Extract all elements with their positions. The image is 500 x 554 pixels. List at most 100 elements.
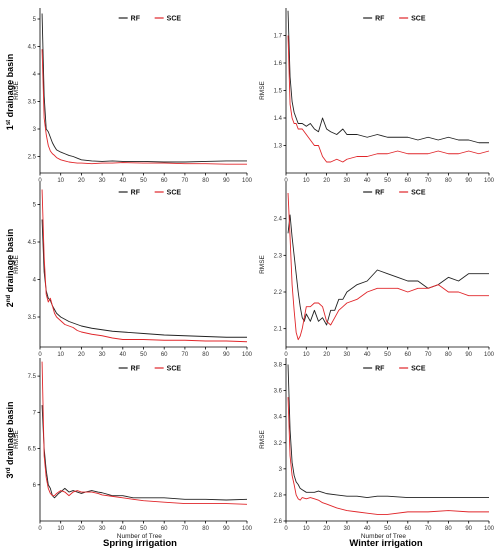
x-tick-label: 0 bbox=[284, 526, 288, 532]
x-tick-label: 10 bbox=[303, 526, 310, 532]
x-tick-label: 40 bbox=[119, 178, 126, 184]
y-axis-label: RMSE bbox=[13, 429, 20, 448]
row-label-basin-3: 3rd drainage basin bbox=[5, 401, 15, 478]
series-line-sce bbox=[287, 35, 490, 163]
x-tick-label: 60 bbox=[404, 526, 411, 532]
legend-label-rf: RF bbox=[375, 190, 385, 197]
legend-label-sce: SCE bbox=[167, 190, 182, 197]
x-tick-label: 20 bbox=[78, 526, 85, 532]
x-tick-label: 50 bbox=[140, 352, 147, 358]
chart-basin3-winter: 0 10 20 30 40 50 60 70 80 90 100 2.6 2.8 3 3.2 3.4 3.6 3.… bbox=[259, 358, 495, 540]
x-tick-label: 60 bbox=[161, 178, 168, 184]
legend-label-sce: SCE bbox=[411, 190, 426, 197]
x-tick-label: 10 bbox=[57, 526, 64, 532]
x-tick-label: 0 bbox=[284, 178, 288, 184]
chart-basin1-winter: 0 10 20 30 40 50 60 70 80 90 100 1.3 1.4 1.5 1.6 1.7 RMS… bbox=[259, 8, 495, 184]
legend-label-sce: SCE bbox=[167, 366, 182, 373]
series-line-sce bbox=[287, 192, 489, 341]
y-tick-label: 2.1 bbox=[274, 327, 283, 333]
x-tick-label: 0 bbox=[38, 352, 42, 358]
x-tick-label: 100 bbox=[242, 352, 253, 358]
series-line-rf bbox=[41, 405, 248, 501]
x-tick-label: 40 bbox=[364, 526, 371, 532]
series-line-sce bbox=[41, 361, 248, 505]
x-axis-label: Number of Tree bbox=[361, 533, 407, 540]
y-tick-label: 1.7 bbox=[274, 34, 283, 40]
x-tick-label: 100 bbox=[484, 352, 495, 358]
y-tick-label: 1.6 bbox=[274, 61, 283, 67]
x-tick-label: 70 bbox=[182, 526, 189, 532]
row-label-basin-1: 1st drainage basin bbox=[5, 54, 15, 130]
x-tick-label: 100 bbox=[242, 526, 253, 532]
series-line-rf bbox=[287, 364, 489, 498]
x-tick-label: 70 bbox=[425, 526, 432, 532]
series-line-rf bbox=[41, 219, 247, 338]
legend-label-sce: SCE bbox=[411, 16, 426, 23]
x-tick-label: 60 bbox=[161, 526, 168, 532]
legend-label-rf: RF bbox=[131, 16, 141, 23]
x-tick-label: 0 bbox=[284, 352, 288, 358]
x-tick-label: 30 bbox=[99, 352, 106, 358]
x-tick-label: 100 bbox=[242, 178, 253, 184]
column-label-spring: Spring irrigation bbox=[103, 538, 177, 549]
x-tick-label: 20 bbox=[323, 526, 330, 532]
y-tick-label: 2.5 bbox=[28, 155, 37, 161]
x-tick-label: 50 bbox=[384, 526, 391, 532]
x-tick-label: 60 bbox=[404, 178, 411, 184]
x-tick-label: 20 bbox=[323, 352, 330, 358]
y-tick-label: 6 bbox=[33, 483, 37, 489]
panel-grid: 0 10 20 30 40 50 60 70 80 90 1002.533.544.55RMSERF… bbox=[13, 8, 495, 540]
y-tick-label: 5 bbox=[33, 203, 37, 209]
y-tick-label: 7.5 bbox=[28, 374, 37, 380]
y-tick-label: 2.8 bbox=[274, 493, 283, 499]
x-tick-label: 90 bbox=[465, 178, 472, 184]
y-tick-label: 2.3 bbox=[274, 253, 283, 259]
y-tick-label: 3.6 bbox=[274, 389, 283, 395]
y-axis-label: RMSE bbox=[259, 80, 266, 99]
series-line-rf bbox=[287, 10, 489, 144]
x-tick-label: 90 bbox=[223, 352, 230, 358]
y-tick-label: 4 bbox=[33, 278, 37, 284]
x-tick-label: 80 bbox=[202, 352, 209, 358]
x-tick-label: 20 bbox=[78, 178, 85, 184]
x-tick-label: 20 bbox=[78, 352, 85, 358]
column-label-winter: Winter irrigation bbox=[349, 538, 422, 549]
y-tick-label: 1.4 bbox=[274, 116, 283, 122]
x-tick-label: 100 bbox=[484, 178, 495, 184]
y-tick-label: 5 bbox=[33, 17, 37, 23]
y-tick-label: 7 bbox=[33, 410, 37, 416]
y-tick-label: 3.5 bbox=[28, 315, 37, 321]
series-line-sce bbox=[287, 397, 489, 515]
y-tick-label: 2.2 bbox=[274, 290, 283, 296]
series-line-rf bbox=[41, 13, 247, 163]
x-tick-label: 50 bbox=[140, 526, 147, 532]
x-tick-label: 70 bbox=[182, 352, 189, 358]
chart-basin2-spring: 0 10 20 30 40 50 60 70 80 90 100 3.5 4 4.5 5 RMSE RF SCE bbox=[13, 182, 253, 358]
y-tick-label: 4.5 bbox=[28, 45, 37, 51]
y-tick-label: 3.4 bbox=[274, 415, 283, 421]
x-tick-label: 0 bbox=[38, 178, 42, 184]
x-tick-label: 40 bbox=[119, 526, 126, 532]
y-tick-label: 3 bbox=[33, 127, 37, 133]
x-tick-label: 10 bbox=[57, 178, 64, 184]
series-line-rf bbox=[287, 214, 489, 326]
y-tick-label: 4 bbox=[33, 72, 37, 78]
y-tick-label: 6.5 bbox=[28, 447, 37, 453]
legend-label-rf: RF bbox=[131, 190, 141, 197]
y-tick-label: 2.4 bbox=[274, 217, 283, 223]
y-tick-label: 3.5 bbox=[28, 100, 37, 106]
x-tick-label: 80 bbox=[445, 352, 452, 358]
chart-basin1-spring: 0 10 20 30 40 50 60 70 80 90 100 2.5 3 3.5 4 4.5 5 RMSE RF… bbox=[13, 8, 253, 184]
x-tick-label: 80 bbox=[445, 526, 452, 532]
y-axis-label: RMSE bbox=[13, 254, 20, 273]
y-axis-label: RMSE bbox=[259, 254, 266, 273]
x-tick-label: 90 bbox=[465, 526, 472, 532]
x-tick-label: 10 bbox=[303, 352, 310, 358]
legend-label-sce: SCE bbox=[167, 16, 182, 23]
legend-label-rf: RF bbox=[375, 366, 385, 373]
y-tick-label: 3.8 bbox=[274, 363, 283, 369]
x-tick-label: 10 bbox=[303, 178, 310, 184]
y-tick-label: 3 bbox=[279, 467, 283, 473]
x-tick-label: 80 bbox=[202, 526, 209, 532]
